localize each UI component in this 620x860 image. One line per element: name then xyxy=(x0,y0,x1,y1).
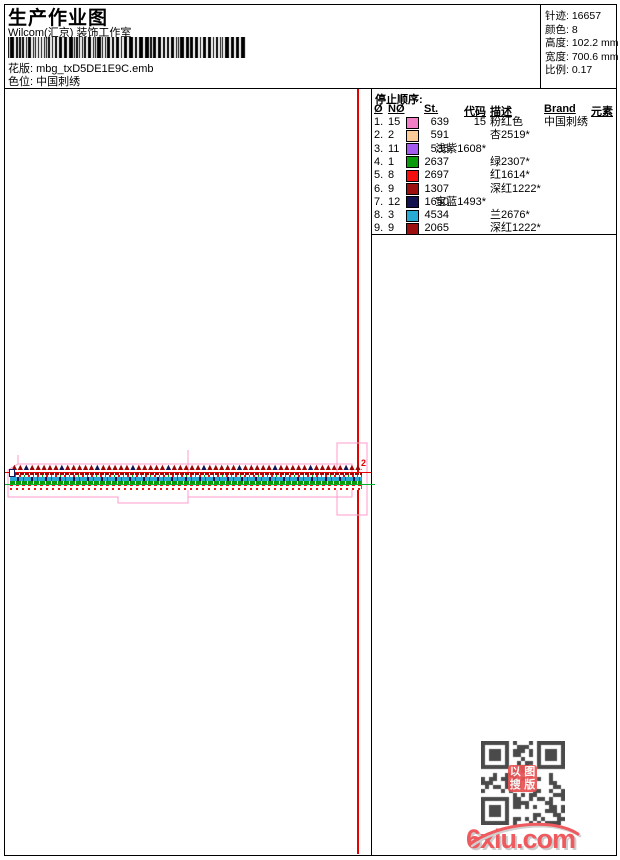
stop-row-2-stitches: 591 xyxy=(430,129,449,142)
darkred-stitch-band xyxy=(10,472,362,475)
stop-row-9-needle: 9 xyxy=(388,222,395,235)
table-bottom-rule xyxy=(372,234,616,235)
page-border xyxy=(4,4,617,856)
stop-row-5-stitches: 2697 xyxy=(424,169,449,182)
stat-4: 比例: 0.17 xyxy=(545,64,593,77)
stop-row-1-brand: 中国刺绣 xyxy=(544,116,588,128)
embroidery-design-strip: ▲▲▲▲▲▲▲▲▲▲▲▲▲▲▲▲▲▲▲▲▲▲▲▲▲▲▲▲▲▲▲▲▲▲▲▲▲▲▲▲… xyxy=(10,463,362,490)
stop-row-6-idx: 6. xyxy=(374,182,384,195)
stop-row-8-desc: 兰2676* xyxy=(490,209,530,222)
stop-row-9-idx: 9. xyxy=(374,222,384,235)
stop-row-2-needle: 2 xyxy=(388,129,395,142)
column-header-6: 元素 xyxy=(591,106,613,118)
stat-1: 颜色: 8 xyxy=(545,23,578,36)
barcode-image xyxy=(8,37,246,58)
stop-row-1-desc: 粉红色 xyxy=(490,116,523,128)
stop-row-3-idx: 3. xyxy=(374,142,384,155)
stop-row-5-idx: 5. xyxy=(374,169,384,182)
stop-row-6-desc: 深红1222* xyxy=(490,182,541,195)
thread-color-swatch-6 xyxy=(406,183,419,195)
watermark-stamp: 以图搜版 xyxy=(508,765,537,792)
cyan-stitch-band xyxy=(10,477,362,481)
green-guide-horizontal xyxy=(5,484,375,485)
stop-row-3-code: 浅紫1608* xyxy=(435,142,486,155)
stop-row-1-code: 15 xyxy=(473,116,486,128)
red-guide-horizontal xyxy=(5,472,371,473)
thread-color-swatch-5 xyxy=(406,169,419,182)
stop-row-7-idx: 7. xyxy=(374,195,384,208)
stop-row-3-needle: 11 xyxy=(388,142,400,155)
stop-marker-label: 2 xyxy=(361,458,367,468)
design-stats-box: 针迹: 16657 颜色: 8 高度: 102.2 mm 宽度: 700.6 mm 比例… xyxy=(540,4,619,89)
logo-swoosh xyxy=(468,822,582,848)
thread-color-swatch-4 xyxy=(406,156,419,169)
red-guide-vertical xyxy=(357,89,359,854)
stamp-char-2: 搜 xyxy=(509,779,521,792)
thread-color-swatch-7 xyxy=(406,196,419,209)
stop-row-1-stitches: 639 xyxy=(430,116,449,128)
stop-sequence-title: 停止顺序: xyxy=(375,94,423,106)
stop-row-8-needle: 3 xyxy=(388,209,395,222)
thread-color-swatch-3 xyxy=(406,143,419,156)
pattern-file-label: 花版: xyxy=(8,63,34,75)
studio-subtitle: Wilcom(汇京) 装饰工作室 xyxy=(8,27,132,39)
stat-3: 宽度: 700.6 mm xyxy=(545,50,619,63)
column-header-3: 代码 xyxy=(464,106,486,118)
stop-row-6-stitches: 1307 xyxy=(424,182,449,195)
thread-color-swatch-1 xyxy=(406,116,419,129)
stop-row-7-stitches: 1650 xyxy=(424,195,449,208)
stop-row-4-idx: 4. xyxy=(374,155,384,168)
red-dash-band xyxy=(10,484,362,486)
start-point-marker xyxy=(9,469,15,477)
stamp-char-0: 以 xyxy=(509,765,521,778)
pattern-file-line: 花版: mbg_txD5DE1E9C.emb xyxy=(8,60,154,76)
thread-color-swatch-2 xyxy=(406,129,419,142)
page-title: 生产作业图 xyxy=(8,8,109,29)
colorway-value: 中国刺绣 xyxy=(36,76,81,88)
stop-row-7-code: 宝蓝1493* xyxy=(435,195,486,208)
red-dot-band xyxy=(10,488,362,490)
stamp-char-3: 版 xyxy=(524,779,536,792)
stop-row-4-needle: 1 xyxy=(388,155,395,168)
colorway-line: 色位: 中国刺绣 xyxy=(8,73,80,89)
column-header-1: NØ xyxy=(388,103,405,115)
stop-row-2-idx: 2. xyxy=(374,129,384,142)
scallop-stitch-row: ▲▲▲▲▲▲▲▲▲▲▲▲▲▲▲▲▲▲▲▲▲▲▲▲▲▲▲▲▲▲▲▲▲▲▲▲▲▲▲▲… xyxy=(10,463,362,472)
pane-divider xyxy=(371,88,372,855)
stop-row-8-stitches: 4534 xyxy=(424,209,449,222)
stop-row-9-desc: 深红1222* xyxy=(490,222,541,235)
mixed-dash-band xyxy=(10,475,362,477)
stop-row-8-idx: 8. xyxy=(374,209,384,222)
stat-2: 高度: 102.2 mm xyxy=(545,37,619,50)
colorway-label: 色位: xyxy=(8,76,34,88)
stop-row-1-needle: 15 xyxy=(388,116,401,128)
stop-row-4-desc: 绿2307* xyxy=(490,155,530,168)
green-end-tick xyxy=(361,480,362,489)
stamp-char-1: 图 xyxy=(524,765,536,778)
column-header-0: Ø xyxy=(374,103,383,115)
stop-row-7-needle: 12 xyxy=(388,195,401,208)
stop-row-9-stitches: 2065 xyxy=(424,222,449,235)
stop-row-6-needle: 9 xyxy=(388,182,395,195)
column-header-4: 描述 xyxy=(490,106,512,118)
column-header-2: St. xyxy=(424,103,439,115)
stop-row-1-idx: 1. xyxy=(374,116,384,128)
stop-row-5-needle: 8 xyxy=(388,169,395,182)
white-gap-band xyxy=(10,486,362,488)
stat-0: 针迹: 16657 xyxy=(545,10,602,22)
stop-row-3-stitches: 535 xyxy=(430,142,449,155)
green-stitch-band xyxy=(10,481,362,484)
column-header-5: Brand xyxy=(544,103,576,115)
stop-row-4-stitches: 2637 xyxy=(424,155,449,168)
pattern-file-value: mbg_txD5DE1E9C.emb xyxy=(36,63,154,75)
stop-row-5-desc: 红1614* xyxy=(490,169,530,182)
thread-color-swatch-8 xyxy=(406,209,419,222)
stop-row-2-desc: 杏2519* xyxy=(490,129,530,142)
header-divider xyxy=(4,88,616,89)
